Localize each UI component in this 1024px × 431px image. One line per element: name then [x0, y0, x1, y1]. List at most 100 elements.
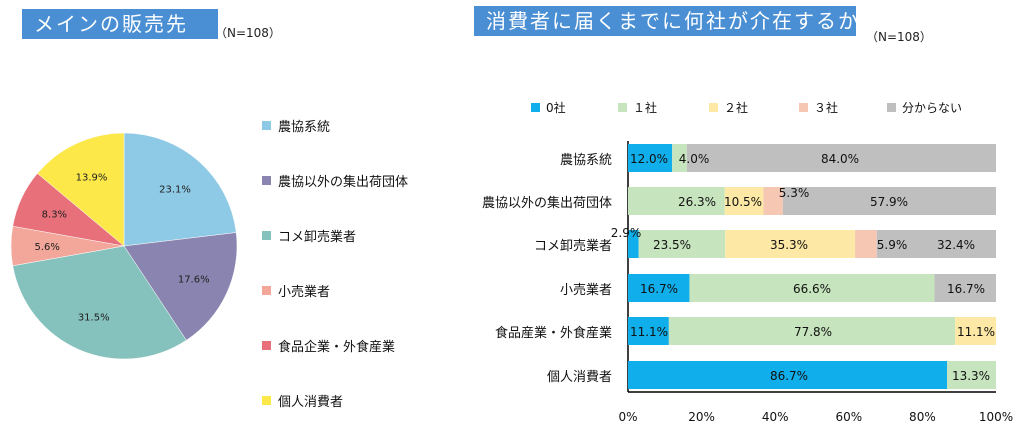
pie-slice-label-3: 5.6% — [34, 242, 59, 253]
bar-category-label-2: コメ卸売業者 — [533, 239, 612, 254]
bar-tick-label-4: 80% — [909, 410, 936, 424]
bar-data-label-8: 23.5% — [653, 238, 691, 252]
pie-slice-label-1: 17.6% — [178, 274, 210, 285]
bar-data-label-11: 32.4% — [937, 238, 975, 252]
bar-category-label-5: 個人消費者 — [546, 370, 612, 385]
pie-slice-label-2: 31.5% — [78, 313, 110, 324]
bar-legend-swatch — [799, 103, 808, 112]
bar-tick-label-1: 20% — [688, 410, 715, 424]
bar-data-label-10: 5.9% — [877, 238, 908, 252]
pie-slice-1 — [123, 232, 238, 341]
pie-slice-label-0: 23.1% — [159, 185, 191, 196]
bar-data-label-18: 86.7% — [770, 369, 808, 383]
pie-legend-item-3: 小売業者 — [262, 286, 330, 300]
pie-legend-swatch — [262, 121, 271, 130]
bar-segment-4-1 — [668, 317, 956, 345]
pie-legend-item-1: 農協以外の集出荷団体 — [262, 176, 408, 190]
bar-segment-3-4 — [934, 274, 996, 302]
pie-legend-label: 小売業者 — [278, 285, 331, 300]
bar-segment-0-4 — [686, 144, 996, 172]
bar-segment-3-0 — [628, 274, 690, 302]
bar-segment-2-1 — [638, 230, 726, 258]
bar-data-label-0: 12.0% — [630, 152, 668, 166]
bar-data-label-9: 35.3% — [770, 238, 808, 252]
bar-legend-item-3: ３社 — [799, 101, 838, 115]
bar-segment-1-1 — [628, 187, 725, 215]
bar-legend-swatch — [709, 103, 718, 112]
pie-slice-label-4: 8.3% — [42, 210, 67, 221]
bar-legend-swatch — [531, 103, 540, 112]
bar-segment-4-0 — [628, 317, 669, 345]
pie-slice-label-5: 13.9% — [76, 172, 108, 183]
pie-legend-swatch — [262, 176, 271, 185]
bar-segment-1-4 — [782, 187, 996, 215]
bar-legend-swatch — [618, 103, 627, 112]
bar-data-label-17: 11.1% — [957, 325, 995, 339]
bar-segment-2-0 — [628, 230, 639, 258]
pie-legend-swatch — [262, 341, 271, 350]
bar-legend-swatch — [887, 103, 896, 112]
bar-legend-item-0: 0社 — [531, 101, 566, 115]
bar-category-label-1: 農協以外の集出荷団体 — [481, 196, 612, 211]
pie-legend-item-5: 個人消費者 — [262, 396, 343, 410]
bar-data-label-1: 4.0% — [679, 152, 710, 166]
bar-category-label-4: 食品産業・外食産業 — [494, 326, 612, 341]
bar-segment-0-0 — [628, 144, 673, 172]
bar-data-label-13: 66.6% — [793, 282, 831, 296]
bar-sample-size: （N=108） — [866, 30, 932, 44]
pie-slice-5 — [37, 132, 125, 247]
bar-segment-3-1 — [689, 274, 935, 302]
bar-legend-label: ２社 — [724, 101, 749, 115]
bar-tick-label-2: 40% — [761, 410, 789, 424]
pie-sample-size: （N=108） — [215, 26, 281, 40]
bar-segment-5-0 — [628, 361, 948, 389]
pie-legend-swatch — [262, 231, 271, 240]
pie-legend-label: コメ卸売業者 — [278, 230, 357, 245]
bar-data-label-15: 11.1% — [630, 325, 668, 339]
pie-chart-title: メインの販売先 — [22, 9, 218, 39]
bar-segment-5-1 — [947, 361, 996, 389]
pie-legend-swatch — [262, 286, 271, 295]
bar-legend-label: ３社 — [814, 101, 839, 115]
bar-data-label-4: 10.5% — [724, 195, 762, 209]
pie-legend-item-0: 農協系統 — [262, 121, 330, 135]
bar-legend-label: 0社 — [546, 101, 566, 115]
pie-legend-label: 食品企業・外食産業 — [278, 340, 396, 355]
pie-legend-label: 個人消費者 — [278, 395, 344, 410]
bar-tick-label-5: 100% — [978, 410, 1014, 424]
bar-legend-label: １社 — [633, 101, 658, 115]
bar-legend-item-1: １社 — [618, 101, 657, 115]
bar-legend-item-4: 分からない — [887, 101, 962, 115]
bar-segment-4-2 — [955, 317, 996, 345]
pie-legend-item-2: コメ卸売業者 — [262, 231, 356, 245]
bar-category-label-3: 小売業者 — [559, 283, 612, 298]
bar-chart-title: 消費者に届くまでに何社が介在するか — [474, 6, 858, 36]
bar-data-label-19: 13.3% — [952, 369, 990, 383]
pie-legend-label: 農協以外の集出荷団体 — [278, 175, 409, 190]
pie-slice-2 — [12, 245, 187, 360]
pie-legend-label: 農協系統 — [278, 120, 331, 135]
pie-legend-item-4: 食品企業・外食産業 — [262, 341, 395, 355]
bar-data-label-14: 16.7% — [947, 282, 985, 296]
bar-data-label-2: 84.0% — [821, 152, 859, 166]
bar-data-label-3: 26.3% — [678, 195, 716, 209]
bar-legend-item-2: ２社 — [709, 101, 748, 115]
bar-data-label-7: 2.9% — [611, 226, 642, 240]
bar-data-label-6: 57.9% — [870, 195, 908, 209]
bar-segment-0-1 — [672, 144, 687, 172]
bar-tick-label-0: 0% — [618, 410, 638, 424]
pie-legend-swatch — [262, 396, 271, 405]
bar-tick-label-3: 60% — [835, 410, 863, 424]
bar-segment-2-2 — [725, 230, 856, 258]
bar-segment-2-3 — [855, 230, 877, 258]
bar-segment-2-4 — [876, 230, 996, 258]
bar-data-label-5: 5.3% — [779, 186, 810, 200]
bar-category-label-0: 農協系統 — [559, 153, 612, 168]
bar-data-label-12: 16.7% — [640, 282, 678, 296]
bar-segment-1-2 — [724, 187, 764, 215]
bar-segment-1-3 — [763, 187, 783, 215]
bar-legend-label: 分からない — [902, 101, 963, 115]
bar-data-label-16: 77.8% — [794, 325, 832, 339]
pie-slice-0 — [123, 132, 237, 247]
